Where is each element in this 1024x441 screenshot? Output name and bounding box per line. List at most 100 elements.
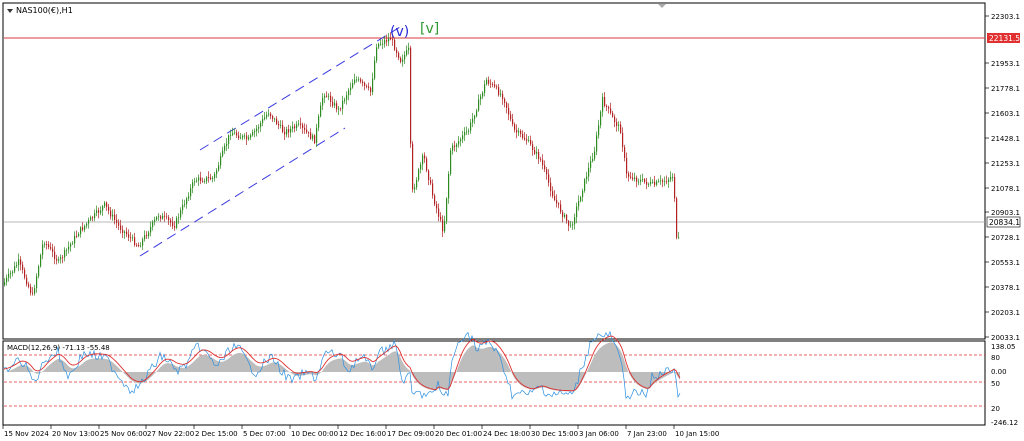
candle <box>74 231 76 248</box>
candle <box>466 126 468 136</box>
candle <box>22 261 24 274</box>
candle <box>600 110 602 129</box>
candle <box>274 117 276 123</box>
candle <box>178 213 180 224</box>
candle <box>256 124 258 137</box>
price-pane[interactable] <box>2 2 986 340</box>
candle <box>532 140 534 156</box>
wave-label-major: [v] <box>420 21 439 37</box>
candle <box>72 241 74 245</box>
candle <box>122 225 124 239</box>
candle <box>266 111 268 120</box>
candle <box>646 177 648 190</box>
time-tick-label: 25 Nov 06:00 <box>100 430 147 438</box>
candle <box>190 184 192 201</box>
candle <box>654 175 656 188</box>
candle <box>454 140 456 152</box>
candle <box>666 175 668 185</box>
candle <box>4 278 6 287</box>
macd-pane[interactable] <box>2 340 986 426</box>
candle <box>174 221 176 231</box>
candle <box>582 188 584 202</box>
candle <box>108 203 110 215</box>
candle <box>380 39 382 46</box>
candle <box>576 202 578 224</box>
candle <box>32 287 34 296</box>
candle <box>464 127 466 142</box>
candle <box>456 142 458 153</box>
symbol-label: NAS100(€),H1 <box>16 6 73 15</box>
candle <box>552 186 554 199</box>
candle <box>192 179 194 194</box>
candle <box>250 133 252 141</box>
candle <box>558 202 560 209</box>
candle <box>586 171 588 184</box>
price-axis[interactable]: 22303.1 21953.1 21778.1 21603.1 21428.1 21253… <box>985 13 1020 342</box>
candle <box>444 215 446 234</box>
candle <box>436 201 438 214</box>
candle <box>650 176 652 187</box>
candle <box>428 169 430 186</box>
candle <box>512 113 514 127</box>
candle <box>52 243 54 258</box>
time-axis[interactable]: 15 Nov 2024 20 Nov 13:00 25 Nov 06:00 27 No… <box>2 425 719 438</box>
candle <box>482 91 484 100</box>
candle <box>196 177 198 183</box>
candle <box>290 125 292 138</box>
candle <box>366 84 368 89</box>
candle <box>344 97 346 104</box>
candle <box>30 283 32 296</box>
price-tick-label: 21253.1 <box>991 160 1020 168</box>
candle <box>86 222 88 229</box>
candle <box>556 194 558 208</box>
channel-upper-line[interactable] <box>199 26 401 151</box>
macd-tick-label: -246.12 <box>991 419 1018 427</box>
candle <box>42 240 44 260</box>
scroll-marker-icon[interactable] <box>658 4 666 8</box>
candle <box>672 173 674 182</box>
candle <box>336 100 338 113</box>
candle <box>76 230 78 239</box>
channel-lower-line[interactable] <box>139 127 346 257</box>
price-tick-label: 20728.1 <box>991 234 1020 242</box>
macd-tick-label: 0.00 <box>991 368 1007 376</box>
candle <box>152 219 154 231</box>
candle <box>200 171 202 185</box>
candle <box>596 131 598 156</box>
candle <box>398 51 400 61</box>
candle <box>468 128 470 135</box>
candle <box>226 138 228 152</box>
candle <box>610 102 612 115</box>
candle <box>202 177 204 183</box>
time-tick-label: 20 Nov 13:00 <box>52 430 99 438</box>
candle <box>230 129 232 141</box>
candle <box>498 83 500 97</box>
candle <box>588 162 590 182</box>
candle <box>322 93 324 111</box>
candle <box>102 204 104 216</box>
time-tick-label: 20 Dec 01:00 <box>435 430 482 438</box>
candle <box>642 173 644 183</box>
macd-axis[interactable]: 138.05 80 50 0.00 20 -246.12 <box>991 343 1018 427</box>
chart-menu-triangle-icon[interactable] <box>7 9 13 13</box>
candle <box>194 177 196 186</box>
candle <box>604 92 606 108</box>
candle <box>542 154 544 170</box>
candle <box>326 91 328 98</box>
candle <box>544 160 546 173</box>
candle <box>364 81 366 91</box>
candle <box>632 172 634 181</box>
candle <box>506 101 508 114</box>
candle <box>166 212 168 220</box>
candle <box>116 214 118 229</box>
candle <box>224 143 226 154</box>
candle <box>346 91 348 105</box>
candle <box>350 82 352 96</box>
candle <box>66 248 68 256</box>
candle <box>484 80 486 97</box>
candle <box>378 42 380 50</box>
price-tick-label: 20903.1 <box>991 209 1020 217</box>
price-tick-label: 20033.1 <box>991 334 1020 342</box>
candle <box>44 241 46 248</box>
